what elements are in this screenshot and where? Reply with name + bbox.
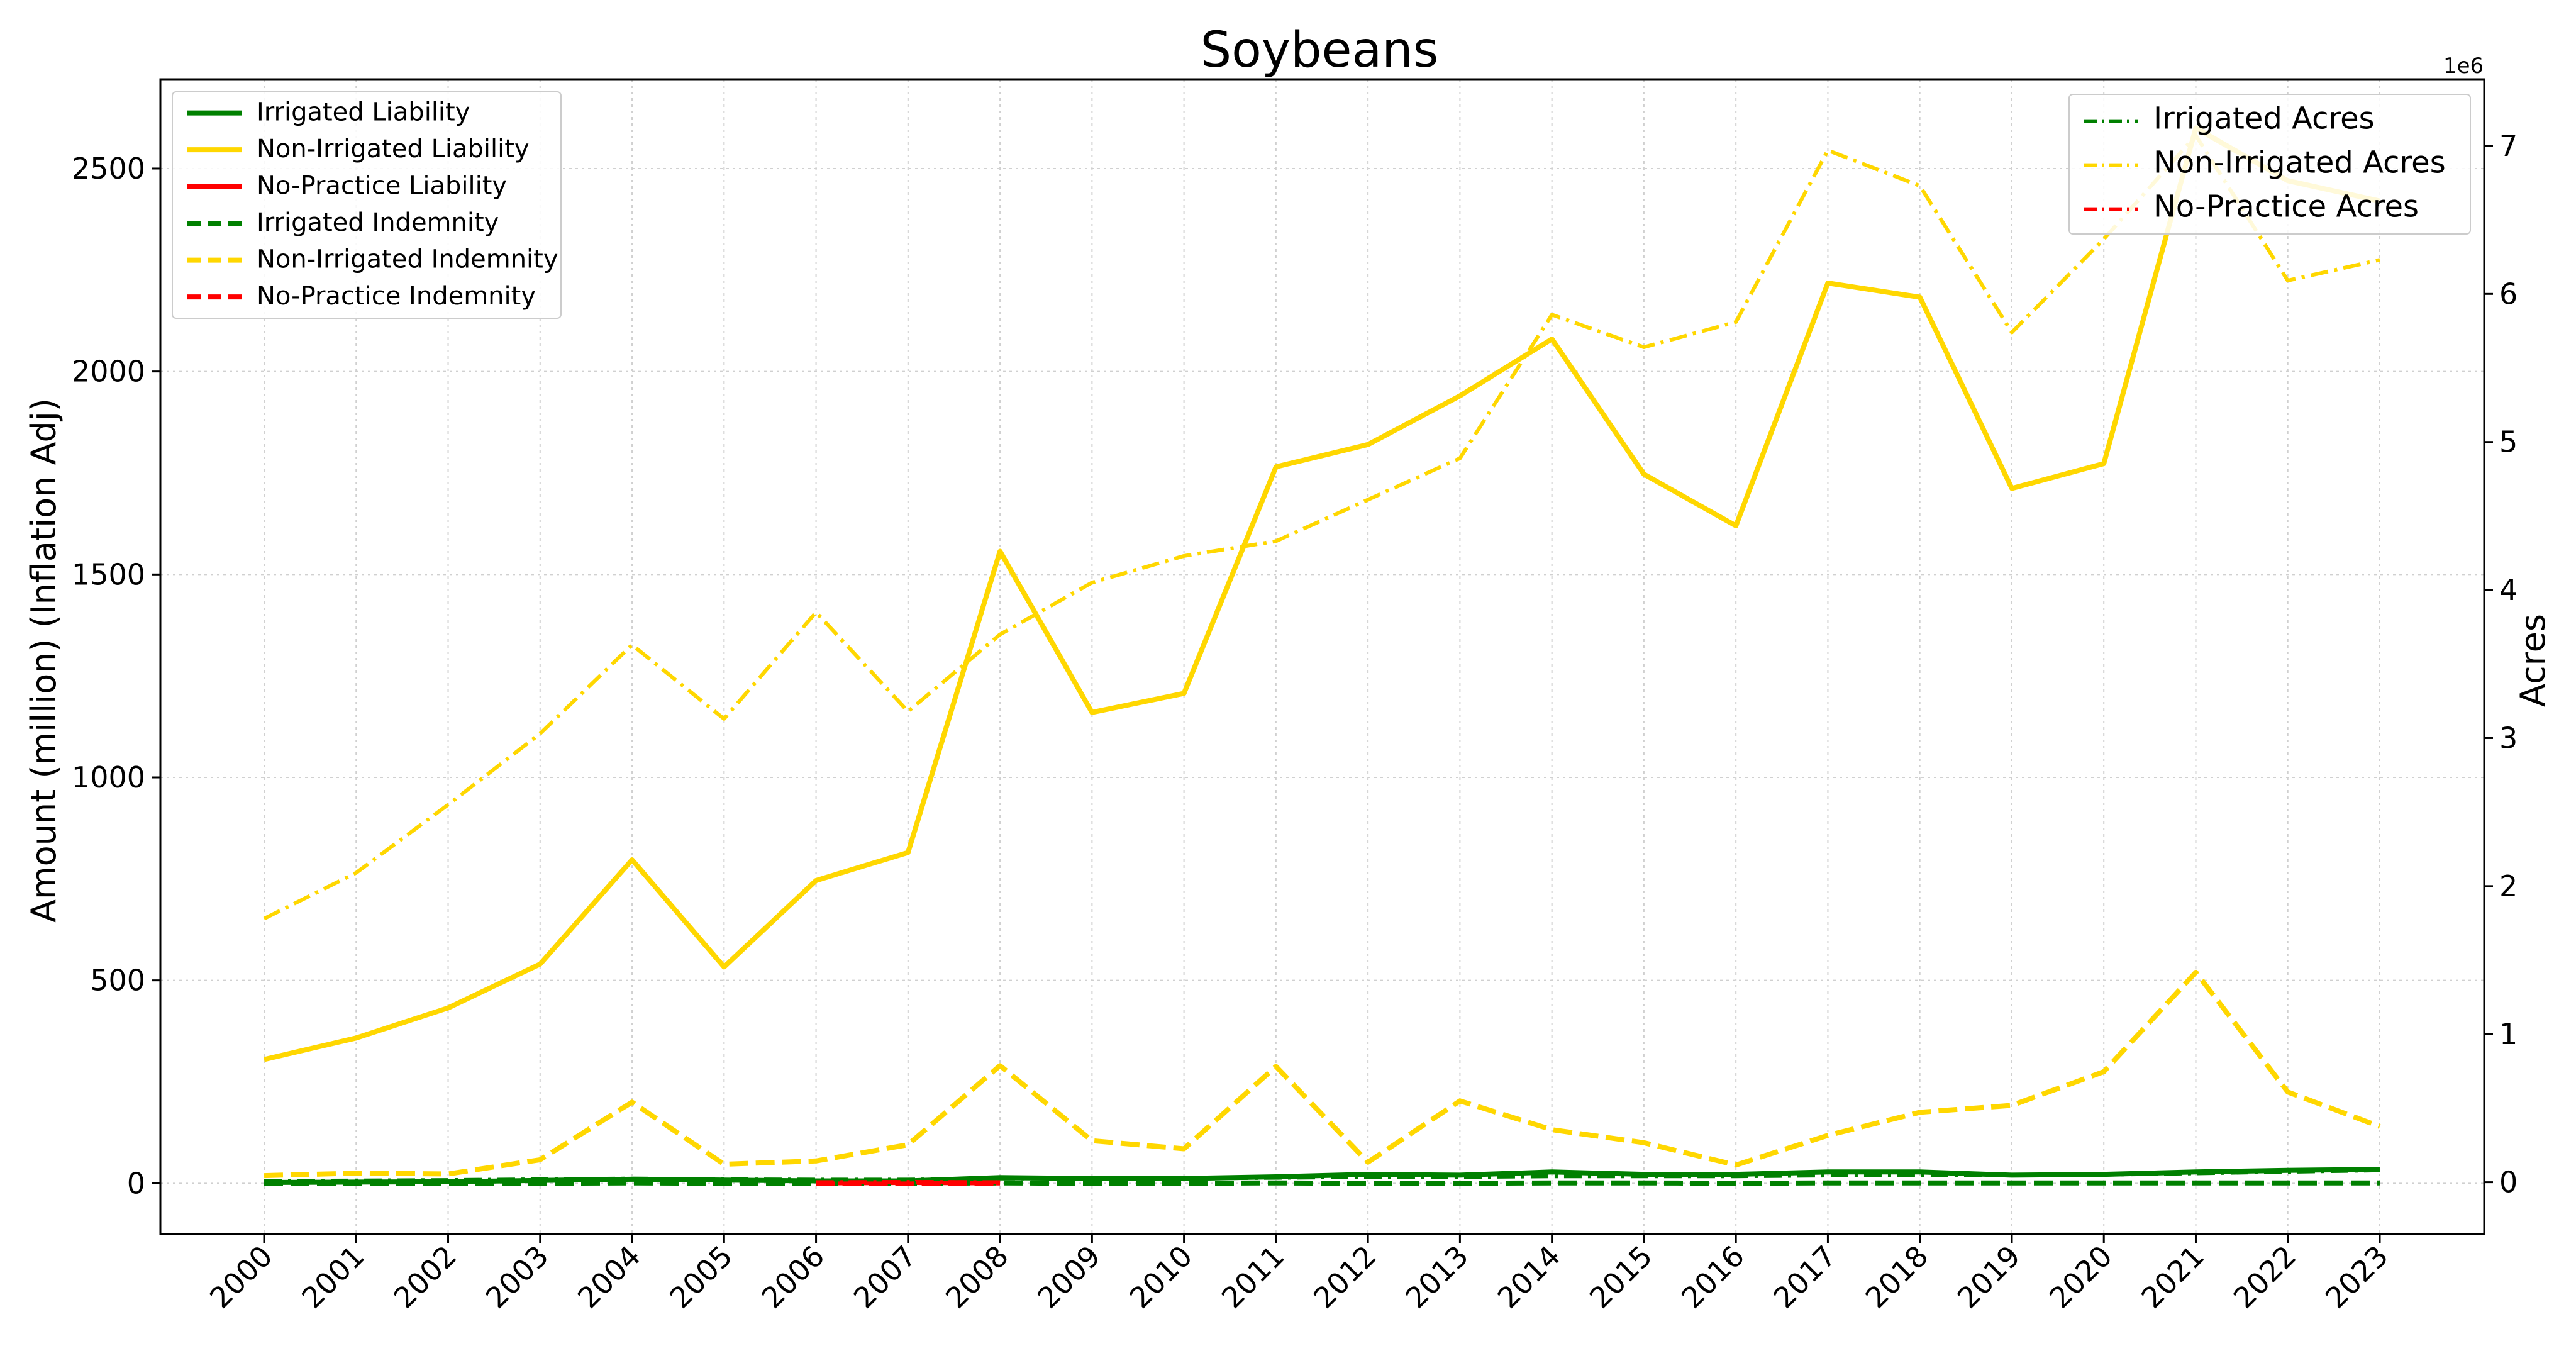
plot-frame xyxy=(159,78,2485,1235)
y-tick-label: 500 xyxy=(90,964,145,998)
y2-tick-label: 0 xyxy=(2499,1165,2518,1199)
legend-label: Non-Irrigated Liability xyxy=(257,135,530,164)
y2-axis-label: Acres xyxy=(2513,614,2553,707)
legend-box xyxy=(2068,94,2471,235)
series-line xyxy=(263,133,2380,921)
y2-tick-label: 3 xyxy=(2499,721,2518,755)
grid xyxy=(160,79,2484,1234)
y2-tick-label: 5 xyxy=(2499,425,2518,459)
legend-label: Irrigated Acres xyxy=(2153,101,2375,136)
series-line xyxy=(264,969,2381,1179)
y-tick-label: 2500 xyxy=(72,152,145,186)
series-line xyxy=(264,1180,2380,1186)
y-tick-label: 1000 xyxy=(72,760,145,794)
legend-left: Irrigated Liability Non-Irrigated Liabili… xyxy=(172,91,562,319)
chart-title: Soybeans xyxy=(1201,22,1439,79)
y-tick-label: 0 xyxy=(127,1166,145,1200)
legend-box xyxy=(172,91,562,319)
y-tick-label: 1500 xyxy=(72,557,145,591)
y2-tick-label: 4 xyxy=(2499,573,2518,607)
legend-label: Irrigated Liability xyxy=(257,98,470,127)
legend-label: No-Practice Acres xyxy=(2153,189,2419,225)
y2-tick-label: 6 xyxy=(2499,277,2518,311)
legend-label: No-Practice Liability xyxy=(257,172,507,201)
legend-label: Irrigated Indemnity xyxy=(257,208,499,237)
y2-offset-label: 1e6 xyxy=(2443,53,2484,79)
y2-tick-label: 2 xyxy=(2499,869,2518,903)
series-lines xyxy=(263,125,2381,1186)
legend-label: Non-Irrigated Indemnity xyxy=(257,245,558,274)
series-line xyxy=(264,1168,2380,1183)
legend-right: Irrigated Acres Non-Irrigated Acres No-Pra… xyxy=(2068,94,2471,235)
y2-tick-label: 7 xyxy=(2499,129,2518,163)
legend-label: Non-Irrigated Acres xyxy=(2153,145,2446,181)
series-line xyxy=(264,125,2380,1062)
y-tick-label: 2000 xyxy=(72,355,145,389)
y2-tick-label: 1 xyxy=(2499,1017,2518,1051)
y-axis-label: Amount (million) (Inflation Adj) xyxy=(24,398,64,923)
legend-label: No-Practice Indemnity xyxy=(257,282,536,311)
